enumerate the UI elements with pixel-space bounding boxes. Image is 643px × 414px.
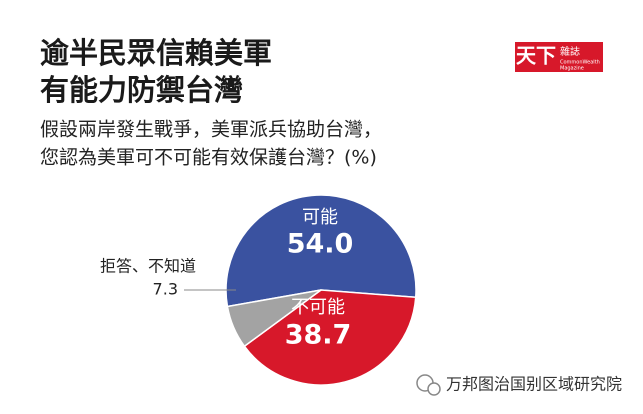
logo-sub: 雜誌 <box>560 45 580 58</box>
logo-english: CommonWealth <box>560 60 600 66</box>
slice-label: 拒答、不知道 <box>100 257 196 276</box>
logo-box <box>515 42 603 72</box>
pie-slice <box>225 194 417 308</box>
watermark-icon <box>427 382 441 396</box>
pie-slice <box>243 289 417 386</box>
pie-slice <box>226 289 322 348</box>
chart-title: 有能力防禦台灣 <box>40 73 243 107</box>
value-label: 7.3 <box>153 280 178 299</box>
value-label: 54.0 <box>287 229 354 260</box>
chart-title: 逾半民眾信賴美軍 <box>40 36 272 70</box>
watermark: 万邦图治国别区域研究院 <box>416 374 622 396</box>
chart-subtitle: 假設兩岸發生戰爭，美軍派兵協助台灣， <box>40 119 382 141</box>
value-label: 38.7 <box>285 320 352 351</box>
logo-name: 天下 <box>516 44 556 68</box>
logo-english: Magazine <box>560 66 584 72</box>
slice-label: 不可能 <box>291 297 345 318</box>
watermark-text: 万邦图治国别区域研究院 <box>446 375 622 394</box>
slice-label: 可能 <box>302 207 338 228</box>
logo: 天下 雜誌 CommonWealth Magazine <box>515 42 603 72</box>
chart-subtitle: 您認為美軍可不可能有效保護台灣？(%) <box>40 147 377 169</box>
